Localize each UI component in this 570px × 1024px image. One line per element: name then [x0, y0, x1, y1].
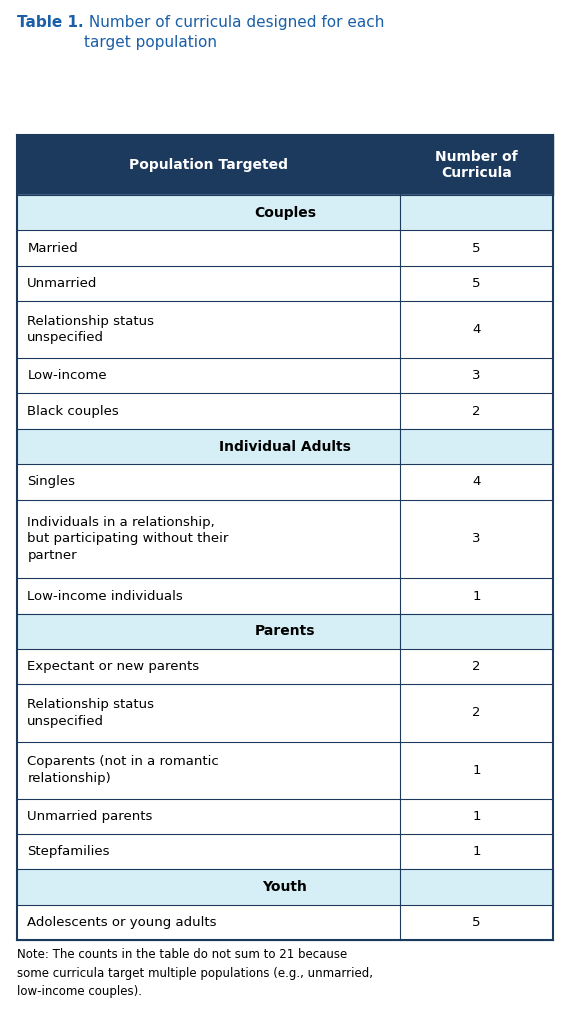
Text: Singles: Singles	[27, 475, 75, 488]
Text: 1: 1	[473, 810, 481, 823]
Text: Relationship status
unspecified: Relationship status unspecified	[27, 314, 154, 344]
Text: 3: 3	[473, 532, 481, 546]
Text: 2: 2	[473, 660, 481, 673]
Text: 3: 3	[473, 370, 481, 382]
Text: Stepfamilies: Stepfamilies	[27, 845, 110, 858]
Text: Adolescents or young adults: Adolescents or young adults	[27, 915, 217, 929]
Text: Low-income: Low-income	[27, 370, 107, 382]
Text: 1: 1	[473, 845, 481, 858]
Text: Unmarried parents: Unmarried parents	[27, 810, 153, 823]
Text: Unmarried: Unmarried	[27, 276, 97, 290]
Text: Coparents (not in a romantic
relationship): Coparents (not in a romantic relationshi…	[27, 756, 219, 784]
Text: Relationship status
unspecified: Relationship status unspecified	[27, 698, 154, 728]
Text: Expectant or new parents: Expectant or new parents	[27, 660, 200, 673]
Text: 1: 1	[473, 764, 481, 776]
Text: Number of curricula designed for each
target population: Number of curricula designed for each ta…	[84, 15, 385, 49]
Text: Individuals in a relationship,
but participating without their
partner: Individuals in a relationship, but parti…	[27, 516, 229, 562]
Text: 5: 5	[473, 276, 481, 290]
Text: Individual Adults: Individual Adults	[219, 439, 351, 454]
Text: Married: Married	[27, 242, 78, 255]
Text: Black couples: Black couples	[27, 404, 119, 418]
Text: Table 1.: Table 1.	[17, 15, 84, 31]
Text: Note: The counts in the table do not sum to 21 because: Note: The counts in the table do not sum…	[17, 948, 347, 962]
Text: 5: 5	[473, 242, 481, 255]
Text: Number of
Curricula: Number of Curricula	[435, 150, 518, 180]
Text: Low-income individuals: Low-income individuals	[27, 590, 183, 602]
Text: 2: 2	[473, 707, 481, 720]
Text: Couples: Couples	[254, 206, 316, 220]
Text: Population Targeted: Population Targeted	[129, 158, 288, 172]
Text: 4: 4	[473, 324, 481, 336]
Text: some curricula target multiple populations (e.g., unmarried,: some curricula target multiple populatio…	[17, 967, 373, 980]
Text: Parents: Parents	[255, 625, 315, 638]
Text: low-income couples).: low-income couples).	[17, 985, 142, 998]
Text: 5: 5	[473, 915, 481, 929]
Text: 2: 2	[473, 404, 481, 418]
Text: Youth: Youth	[263, 880, 307, 894]
Text: 1: 1	[473, 590, 481, 602]
Text: 4: 4	[473, 475, 481, 488]
